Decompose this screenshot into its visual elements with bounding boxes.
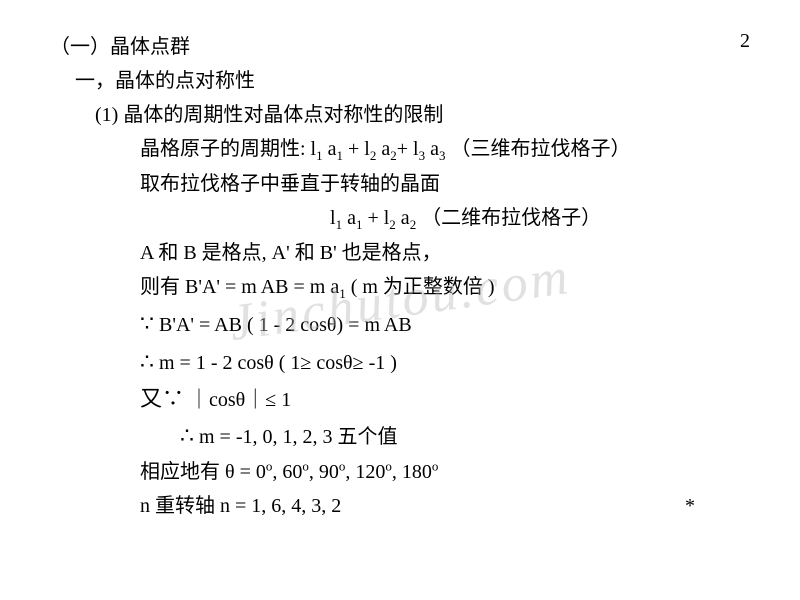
text-fragment: a <box>323 138 337 160</box>
text-fragment: m = -1, 0, 1, 2, 3 五个值 <box>194 426 398 448</box>
text-line-10: 相应地有 θ = 0o, 60o, 90o, 120o, 180o <box>50 455 750 489</box>
text-fragment: + l <box>343 138 370 160</box>
text-line-11: n 重转轴 n = 1, 6, 4, 3, 2 * <box>50 489 750 523</box>
text-fragment: （二维布拉伐格子） <box>416 207 601 229</box>
text-fragment: 晶格原子的周期性: l <box>140 138 316 160</box>
superscript: o <box>432 458 439 473</box>
text-line-6: ∵ B'A' = AB ( 1 - 2 cosθ) = m AB <box>50 305 750 342</box>
text-fragment: , 90 <box>309 461 339 483</box>
subsection-heading: 一，晶体的点对称性 <box>50 64 750 98</box>
text-fragment: + l <box>362 207 389 229</box>
because-symbol: ∵ <box>140 311 154 336</box>
text-line-8: 又∵ ｜cosθ｜≤ 1 <box>50 380 750 417</box>
text-fragment: a <box>376 138 390 160</box>
text-fragment: a <box>396 207 410 229</box>
because-symbol: 又∵ <box>140 386 184 411</box>
text-line-4: A 和 B 是格点, A' 和 B' 也是格点， <box>50 236 750 270</box>
asterisk-marker: * <box>685 489 695 523</box>
text-fragment: , 120 <box>345 461 385 483</box>
text-line-3: l1 a1 + l2 a2 （二维布拉伐格子） <box>50 201 750 236</box>
section-heading: （一）晶体点群 <box>50 30 750 64</box>
therefore-symbol: ∴ <box>140 349 154 374</box>
text-fragment: （三维布拉伐格子） <box>445 138 630 160</box>
text-fragment: 相应地有 θ = 0 <box>140 461 266 483</box>
text-line-5: 则有 B'A' = m AB = m a1 ( m 为正整数倍 ) <box>50 270 750 305</box>
document-content: （一）晶体点群 一，晶体的点对称性 (1) 晶体的周期性对晶体点对称性的限制 晶… <box>50 30 750 523</box>
text-fragment: a <box>425 138 439 160</box>
text-line-7: ∴ m = 1 - 2 cosθ ( 1≥ cosθ≥ -1 ) <box>50 343 750 380</box>
text-fragment: ( m 为正整数倍 ) <box>346 276 495 298</box>
text-fragment: ｜cosθ｜≤ 1 <box>184 389 291 411</box>
text-fragment: m = 1 - 2 cosθ ( 1≥ cosθ≥ -1 ) <box>154 352 397 374</box>
item-heading: (1) 晶体的周期性对晶体点对称性的限制 <box>50 98 750 132</box>
text-fragment: n 重转轴 n = 1, 6, 4, 3, 2 <box>140 495 341 517</box>
text-fragment: a <box>342 207 356 229</box>
text-fragment: + l <box>397 138 419 160</box>
text-fragment: , 60 <box>272 461 302 483</box>
text-line-1: 晶格原子的周期性: l1 a1 + l2 a2+ l3 a3 （三维布拉伐格子） <box>50 132 750 167</box>
therefore-symbol: ∴ <box>180 423 194 448</box>
text-fragment: B'A' = AB ( 1 - 2 cosθ) = m AB <box>154 314 412 336</box>
text-fragment: 则有 B'A' = m AB = m a <box>140 276 339 298</box>
text-line-2: 取布拉伐格子中垂直于转轴的晶面 <box>50 167 750 201</box>
text-line-9: ∴ m = -1, 0, 1, 2, 3 五个值 <box>50 417 750 454</box>
text-fragment: , 180 <box>392 461 432 483</box>
